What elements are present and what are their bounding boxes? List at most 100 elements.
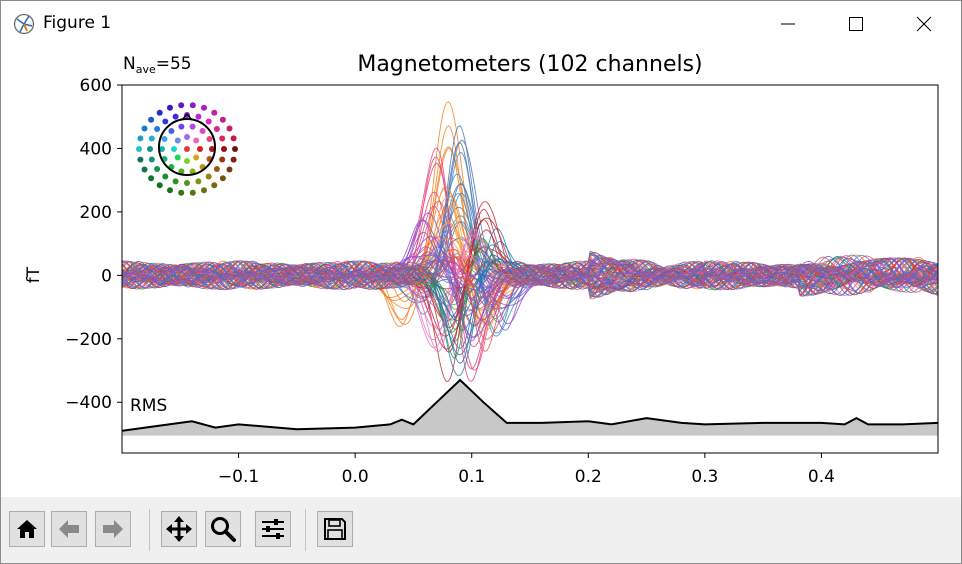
x-tick-label: 0.1 (458, 467, 485, 487)
y-axis-label: fT (24, 266, 44, 283)
close-icon (916, 16, 932, 32)
sensor-dot (232, 146, 238, 152)
forward-icon (103, 520, 123, 538)
close-button[interactable] (901, 1, 947, 47)
sensor-dot (205, 118, 212, 125)
toolbar-separator (149, 509, 150, 551)
sensor-dot (213, 166, 220, 172)
sensor-dot (205, 173, 212, 180)
sensor-dot (137, 156, 144, 163)
sensor-dot (211, 109, 218, 116)
head-nose (181, 112, 193, 121)
sensor-dot (209, 146, 215, 152)
channel-trace (122, 215, 938, 306)
head-outline (158, 118, 216, 176)
sensor-dot (219, 135, 226, 142)
channel-trace (122, 185, 938, 332)
x-axis: −0.1 0.0 0.1 0.2 0.3 0.4 (218, 453, 835, 487)
window-title: Figure 1 (43, 13, 112, 33)
rms-area (122, 380, 938, 436)
home-button[interactable] (9, 511, 45, 547)
sensor-dot (189, 102, 196, 109)
sensor-dot (189, 123, 196, 130)
sensor-dot (199, 128, 206, 134)
zoom-icon (211, 517, 236, 542)
sensor-dot (156, 109, 163, 116)
forward-button[interactable] (95, 511, 131, 547)
sensor-dot (193, 137, 200, 144)
maximize-button[interactable] (833, 1, 879, 47)
rms-panel (122, 378, 938, 436)
sensor-topomap (136, 102, 238, 196)
sensor-dot (172, 178, 179, 185)
title-bar[interactable]: Figure 1 (1, 1, 961, 47)
sensor-dot (221, 146, 227, 152)
y-tick-label: −400 (65, 393, 112, 413)
sensor-dot (195, 113, 202, 120)
sensor-dot (184, 158, 190, 164)
app-icon (13, 13, 35, 35)
channel-trace (122, 227, 938, 377)
channel-trace (122, 192, 938, 320)
channel-trace (122, 152, 938, 337)
back-icon (59, 520, 79, 538)
sensor-dot (167, 104, 173, 111)
y-axis: 600 400 200 0 −200 −400 (65, 76, 122, 413)
x-tick-label: 0.0 (342, 467, 369, 487)
channel-trace (122, 192, 938, 323)
sensor-dot (178, 102, 185, 109)
sensor-dot (161, 136, 168, 142)
pan-icon (166, 516, 192, 542)
back-button[interactable] (51, 511, 87, 547)
x-tick-label: 0.4 (808, 467, 835, 487)
sensor-dot (184, 180, 190, 186)
channel-trace (122, 212, 938, 306)
sensor-dot (168, 128, 175, 134)
toolbar-separator (305, 509, 306, 551)
plot-frame (121, 84, 939, 454)
figure-canvas: Nave=55 Magnetometers (102 channels) fT … (24, 52, 939, 487)
nave-label: Nave=55 (123, 54, 192, 76)
x-tick-label: −0.1 (218, 467, 259, 487)
sensor-dot (162, 173, 169, 180)
sensor-dot (226, 125, 233, 132)
sensor-dot (219, 116, 226, 123)
y-tick-label: 200 (80, 203, 112, 223)
rms-label: RMS (130, 396, 167, 416)
pan-button[interactable] (161, 511, 197, 547)
navigation-toolbar (1, 497, 961, 563)
channel-trace (122, 241, 938, 356)
y-tick-label: 0 (101, 266, 112, 286)
sensor-dot (174, 154, 181, 161)
sensor-dot (206, 136, 213, 142)
sensor-dot (184, 146, 190, 152)
sensor-dot (193, 154, 200, 161)
minimize-icon (781, 23, 795, 25)
minimize-button[interactable] (765, 1, 811, 47)
chart-title: Magnetometers (102 channels) (357, 52, 702, 77)
x-tick-label: 0.3 (691, 467, 718, 487)
sensor-dot (174, 137, 181, 144)
channel-trace (122, 258, 938, 317)
sensor-dot (136, 146, 142, 152)
channel-trace (122, 246, 938, 338)
channel-trace (122, 173, 938, 334)
sensor-dot (171, 146, 177, 152)
zoom-button[interactable] (205, 511, 241, 547)
home-icon (17, 520, 37, 538)
sensor-dot (156, 182, 163, 189)
sensor-dot (211, 182, 218, 189)
channel-traces (122, 101, 938, 382)
configure-subplots-button[interactable] (255, 511, 291, 547)
sensor-dot (154, 126, 161, 132)
save-button[interactable] (317, 511, 353, 547)
save-icon (324, 518, 346, 540)
y-tick-label: 600 (80, 76, 112, 96)
sensor-dot (230, 156, 237, 163)
channel-trace (122, 201, 938, 382)
configure-subplots-icon (262, 519, 284, 539)
sensor-dot (189, 189, 196, 196)
sensor-dot (162, 118, 169, 125)
sensor-dot (178, 168, 185, 175)
